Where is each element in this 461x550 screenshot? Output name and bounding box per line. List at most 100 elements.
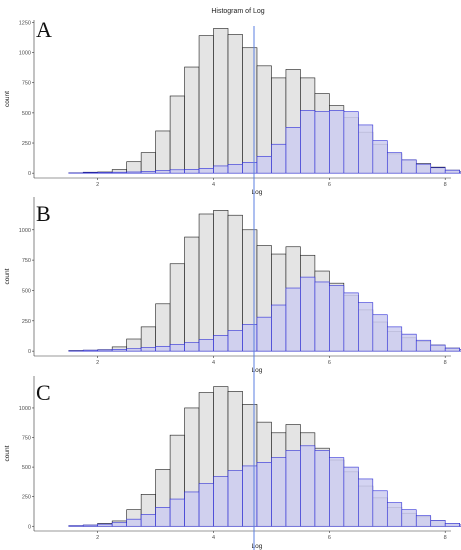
y-tick-label: 1000	[19, 51, 31, 57]
bar-blue	[155, 170, 171, 174]
bar-gray	[155, 130, 171, 174]
bar-blue	[386, 152, 403, 174]
bar-blue	[227, 470, 243, 527]
x-tick-label: 2	[96, 360, 99, 366]
bar-blue	[415, 515, 432, 527]
y-tick-label: 750	[22, 81, 31, 87]
bar-blue	[169, 169, 185, 174]
panel-a: 0 250 500 750 1000 1250 2 4 6 8 count Log A	[4, 17, 461, 196]
x-tick-label: 8	[444, 360, 447, 366]
bar-blue	[82, 524, 99, 527]
bar-blue	[430, 167, 446, 174]
bar-blue	[444, 347, 460, 352]
y-axis-label: count	[4, 91, 11, 107]
y-tick-label: 1250	[19, 20, 31, 26]
bar-blue	[401, 159, 417, 174]
y-tick-label: 0	[28, 524, 31, 530]
bar-blue	[242, 465, 258, 527]
bar-blue	[227, 164, 243, 174]
bar-blue	[300, 445, 316, 527]
bar-blue	[386, 326, 403, 352]
bar-blue	[271, 143, 287, 174]
bar-blue	[285, 287, 301, 352]
bar-blue	[271, 457, 287, 527]
bar-blue	[242, 324, 258, 352]
bar-blue	[329, 457, 345, 527]
x-axis-label: Log	[252, 543, 263, 550]
bar-blue	[343, 292, 359, 352]
bar-blue	[415, 163, 432, 174]
panel-letter: C	[36, 380, 51, 405]
bar-blue	[184, 169, 200, 174]
bar-blue	[213, 335, 229, 352]
bar-blue	[430, 344, 446, 352]
bar-blue	[126, 518, 142, 527]
x-axis-label: Log	[252, 189, 263, 196]
bar-blue	[372, 314, 388, 352]
bar-blue	[97, 523, 113, 527]
bar-blue	[343, 111, 359, 174]
panel-c: 0 250 500 750 1000 2 4 6 8 count Log C	[4, 376, 461, 550]
bar-blue	[111, 171, 127, 174]
panel-letter: A	[36, 17, 52, 42]
x-tick-label: 6	[328, 182, 331, 188]
bar-blue	[184, 342, 200, 352]
bar-blue	[256, 462, 272, 527]
x-tick-label: 4	[212, 360, 215, 366]
bar-gray	[242, 47, 258, 174]
x-tick-label: 2	[96, 535, 99, 541]
bar-blue	[372, 490, 388, 527]
y-tick-label: 0	[28, 349, 31, 355]
y-tick-label: 750	[22, 258, 31, 264]
bar-blue	[300, 276, 316, 352]
bar-blue	[242, 162, 258, 174]
y-tick-label: 250	[22, 495, 31, 501]
y-axis-label: count	[4, 445, 11, 461]
x-tick-label: 4	[212, 182, 215, 188]
bar-blue	[198, 339, 214, 352]
bar-blue	[111, 522, 127, 527]
y-tick-label: 250	[22, 141, 31, 147]
x-tick-label: 8	[444, 182, 447, 188]
y-tick-label: 500	[22, 111, 31, 117]
bar-blue	[329, 285, 345, 352]
bar-blue	[155, 507, 171, 527]
bar-blue	[459, 171, 461, 174]
bar-gray	[213, 28, 229, 174]
x-tick-label: 6	[328, 535, 331, 541]
bar-gray	[169, 263, 185, 352]
bar-blue	[401, 509, 417, 527]
x-tick-label: 4	[212, 535, 215, 541]
y-tick-label: 750	[22, 436, 31, 442]
x-tick-label: 8	[444, 535, 447, 541]
bar-blue	[184, 491, 200, 527]
bar-gray	[140, 152, 156, 174]
bar-gray	[198, 213, 214, 352]
bar-blue	[285, 450, 301, 527]
bar-blue	[314, 281, 330, 352]
y-tick-label: 0	[28, 171, 31, 177]
bar-blue	[126, 171, 142, 174]
bar-blue	[271, 304, 287, 352]
bar-blue	[358, 124, 374, 174]
bar-gray	[155, 303, 171, 352]
bar-blue	[111, 349, 127, 352]
y-axis-label: count	[4, 268, 11, 284]
bar-blue	[358, 478, 374, 527]
bar-blue	[198, 168, 214, 174]
bar-blue	[459, 524, 461, 527]
bar-blue	[386, 502, 403, 527]
bar-blue	[82, 172, 99, 174]
bar-blue	[227, 330, 243, 352]
bar-blue	[97, 172, 113, 174]
y-tick-label: 1000	[19, 406, 31, 412]
bar-gray	[227, 34, 243, 174]
bar-blue	[300, 110, 316, 174]
bar-gray	[184, 236, 200, 352]
bar-blue	[140, 514, 156, 527]
bar-blue	[329, 110, 345, 174]
bar-blue	[343, 466, 359, 527]
x-tick-label: 2	[96, 182, 99, 188]
y-tick-label: 250	[22, 319, 31, 325]
